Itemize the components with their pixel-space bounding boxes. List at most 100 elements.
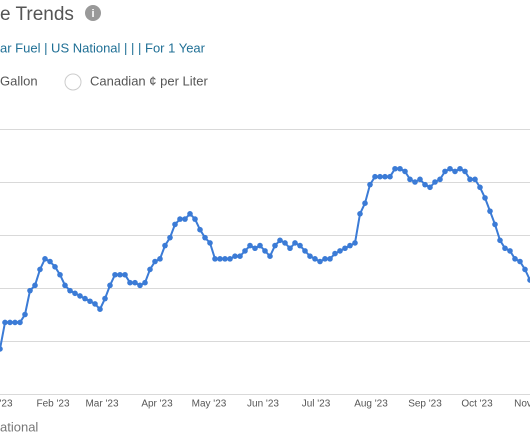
data-point (502, 245, 508, 252)
data-point (12, 319, 18, 326)
data-point (427, 184, 433, 191)
data-point (282, 240, 288, 246)
data-point (452, 168, 458, 175)
x-tick-label: Oct '23 (461, 399, 493, 410)
data-point (117, 271, 123, 278)
data-point (527, 277, 530, 283)
data-point (217, 256, 223, 262)
data-point (187, 211, 193, 217)
data-point (257, 242, 263, 249)
data-point (357, 211, 363, 217)
data-point (507, 248, 513, 254)
data-point (402, 168, 408, 175)
data-point (337, 248, 343, 254)
data-point (457, 165, 463, 172)
data-point (207, 240, 213, 246)
data-point (492, 221, 498, 228)
data-point (27, 287, 33, 294)
subtitle: ar Fuel | US National | | | For 1 Year (0, 40, 206, 55)
x-tick-label: Nov (514, 399, 530, 410)
data-point (232, 253, 238, 259)
x-tick-label: Sep '23 (408, 399, 442, 410)
x-tick-label: Apr '23 (141, 399, 173, 410)
data-point (52, 264, 58, 270)
data-point (82, 295, 88, 302)
data-point (142, 279, 148, 286)
radio-button[interactable] (64, 73, 82, 91)
x-tick-label: '23 (0, 399, 13, 410)
data-point (367, 181, 373, 188)
data-point (227, 256, 233, 262)
data-point (212, 256, 218, 262)
data-point (292, 240, 298, 246)
data-point (397, 165, 403, 172)
data-point (277, 237, 283, 244)
data-point (122, 271, 128, 278)
data-point (72, 290, 78, 297)
unit-option[interactable]: Canadian ¢ per Liter (90, 73, 208, 88)
data-point (382, 173, 388, 180)
data-point (297, 242, 303, 249)
data-point (237, 253, 243, 259)
data-point (42, 256, 48, 262)
data-point (247, 242, 253, 249)
data-point (102, 295, 108, 302)
data-point (422, 181, 428, 188)
data-point (152, 258, 158, 265)
data-point (522, 266, 528, 273)
data-point (497, 237, 503, 244)
data-point (32, 282, 38, 289)
data-point (307, 253, 313, 259)
data-point (112, 271, 118, 278)
data-point (202, 234, 208, 241)
price-line (0, 167, 530, 350)
data-point (267, 253, 273, 259)
data-point (482, 195, 488, 201)
x-tick-label: Jun '23 (247, 399, 279, 410)
data-point (322, 256, 328, 262)
data-point (222, 256, 228, 262)
data-point (412, 179, 418, 185)
data-point (167, 234, 173, 241)
data-point (372, 173, 378, 180)
data-point (332, 250, 338, 257)
x-tick-label: Aug '23 (354, 399, 388, 410)
data-point (182, 216, 188, 222)
data-point (157, 256, 163, 262)
chart-title: e Trends (0, 4, 74, 25)
data-point (252, 245, 258, 252)
data-point (262, 248, 268, 254)
info-icon[interactable]: i (85, 5, 101, 21)
data-point (287, 245, 293, 252)
data-point (0, 346, 3, 352)
unit-option[interactable]: Gallon (0, 73, 38, 88)
x-tick-label: Jul '23 (302, 399, 331, 410)
data-point (362, 200, 368, 206)
data-point (432, 179, 438, 185)
data-point (312, 256, 318, 262)
data-point (97, 306, 103, 313)
data-point (387, 173, 393, 180)
data-point (377, 173, 383, 180)
data-point (302, 248, 308, 254)
data-point (192, 216, 198, 222)
data-point (442, 168, 448, 175)
data-point (242, 248, 248, 254)
data-point (437, 176, 443, 183)
data-point (352, 240, 358, 246)
data-point (472, 176, 478, 183)
data-point (87, 298, 93, 305)
data-point (477, 184, 483, 191)
x-tick-label: Feb '23 (36, 399, 69, 410)
data-point (2, 319, 8, 326)
data-point (92, 301, 98, 307)
data-point (62, 282, 68, 289)
data-point (22, 311, 28, 318)
data-point (77, 293, 83, 299)
data-point (392, 165, 398, 172)
x-tick-label: May '23 (192, 399, 227, 410)
data-point (347, 242, 353, 249)
legend-label: ational (0, 419, 38, 434)
data-point (162, 242, 168, 249)
